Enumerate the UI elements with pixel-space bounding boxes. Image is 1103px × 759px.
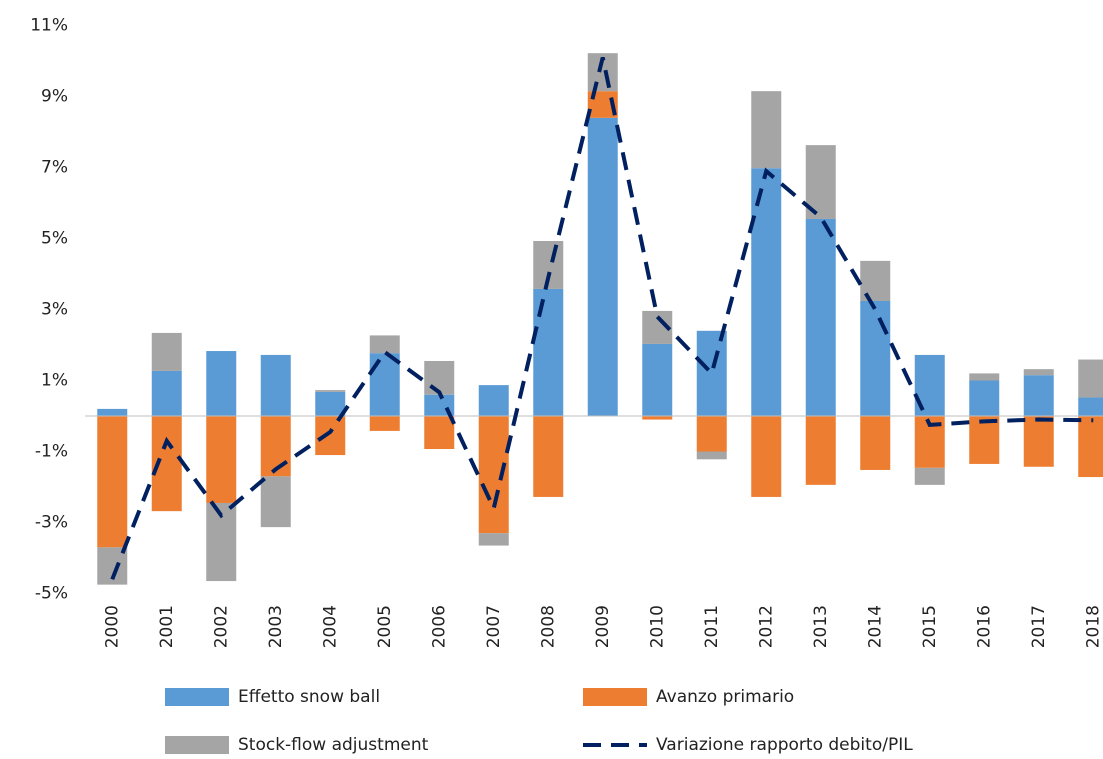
bar bbox=[1078, 397, 1103, 416]
bar bbox=[805, 416, 836, 485]
x-tick-label: 2011 bbox=[702, 605, 722, 648]
bar bbox=[533, 288, 564, 416]
y-tick-label: 5% bbox=[41, 229, 68, 249]
bar bbox=[969, 380, 1000, 416]
legend-label: Variazione rapporto debito/PIL bbox=[656, 735, 913, 755]
legend-swatch bbox=[165, 688, 229, 706]
bar bbox=[696, 451, 727, 460]
line bbox=[110, 56, 1094, 581]
legend-label: Effetto snow ball bbox=[238, 687, 380, 707]
x-tick-label: 2009 bbox=[593, 605, 613, 648]
legend-swatch bbox=[165, 736, 229, 754]
bar bbox=[260, 354, 291, 416]
bar bbox=[151, 332, 182, 371]
x-tick-label: 2013 bbox=[811, 605, 831, 648]
bar bbox=[1078, 359, 1103, 398]
x-tick-label: 2010 bbox=[647, 605, 667, 648]
x-tick-label: 2003 bbox=[266, 605, 286, 648]
bar bbox=[315, 416, 346, 456]
y-tick-label: -1% bbox=[35, 442, 68, 462]
x-tick-label: 2002 bbox=[211, 605, 231, 648]
x-tick-label: 2016 bbox=[974, 605, 994, 648]
bar bbox=[1023, 369, 1054, 376]
bar bbox=[696, 330, 727, 416]
bar bbox=[478, 416, 509, 534]
y-tick-label: -3% bbox=[35, 513, 68, 533]
bar bbox=[533, 416, 564, 497]
bar bbox=[860, 300, 891, 416]
x-tick-label: 2012 bbox=[756, 605, 776, 648]
x-tick-label: 2001 bbox=[157, 605, 177, 648]
bar bbox=[260, 416, 291, 477]
x-tick-label: 2006 bbox=[429, 605, 449, 648]
x-tick-label: 2000 bbox=[102, 605, 122, 648]
bar bbox=[369, 416, 400, 431]
x-tick-label: 2008 bbox=[538, 605, 558, 648]
x-tick-label: 2017 bbox=[1029, 605, 1049, 648]
x-tick-label: 2015 bbox=[920, 605, 940, 648]
y-tick-label: 1% bbox=[41, 371, 68, 391]
y-tick-label: 11% bbox=[30, 16, 68, 36]
x-tick-label: 2004 bbox=[320, 605, 340, 648]
bar bbox=[642, 416, 673, 420]
bar bbox=[1078, 416, 1103, 478]
bar bbox=[369, 335, 400, 354]
bar bbox=[696, 416, 727, 452]
bar bbox=[751, 91, 782, 169]
bar bbox=[1023, 375, 1054, 416]
x-tick-label: 2005 bbox=[375, 605, 395, 648]
bar bbox=[424, 360, 455, 395]
bar bbox=[587, 117, 618, 417]
bar bbox=[206, 351, 237, 416]
legend-swatch bbox=[583, 688, 647, 706]
bar bbox=[424, 416, 455, 450]
bar bbox=[260, 476, 291, 528]
y-tick-label: 9% bbox=[41, 87, 68, 107]
bar bbox=[969, 373, 1000, 381]
bar bbox=[969, 416, 1000, 464]
bar bbox=[369, 353, 400, 416]
bar bbox=[206, 416, 237, 503]
bar bbox=[860, 416, 891, 470]
y-tick-label: 3% bbox=[41, 300, 68, 320]
bar bbox=[151, 370, 182, 416]
bar bbox=[315, 391, 346, 416]
bar bbox=[1023, 416, 1054, 467]
y-tick-label: -5% bbox=[35, 584, 68, 604]
bar bbox=[751, 416, 782, 497]
bar bbox=[97, 416, 128, 548]
bar bbox=[805, 218, 836, 416]
bar bbox=[97, 408, 128, 416]
y-tick-label: 7% bbox=[41, 158, 68, 178]
legend-label: Avanzo primario bbox=[656, 687, 794, 707]
bar bbox=[478, 533, 509, 546]
bar bbox=[478, 385, 509, 416]
legend-label: Stock-flow adjustment bbox=[238, 735, 429, 755]
bar bbox=[914, 467, 945, 485]
x-tick-label: 2018 bbox=[1083, 605, 1103, 648]
x-tick-label: 2007 bbox=[484, 605, 504, 648]
bar bbox=[315, 390, 346, 392]
x-tick-label: 2014 bbox=[865, 605, 885, 648]
bar bbox=[751, 168, 782, 416]
bar bbox=[642, 343, 673, 416]
